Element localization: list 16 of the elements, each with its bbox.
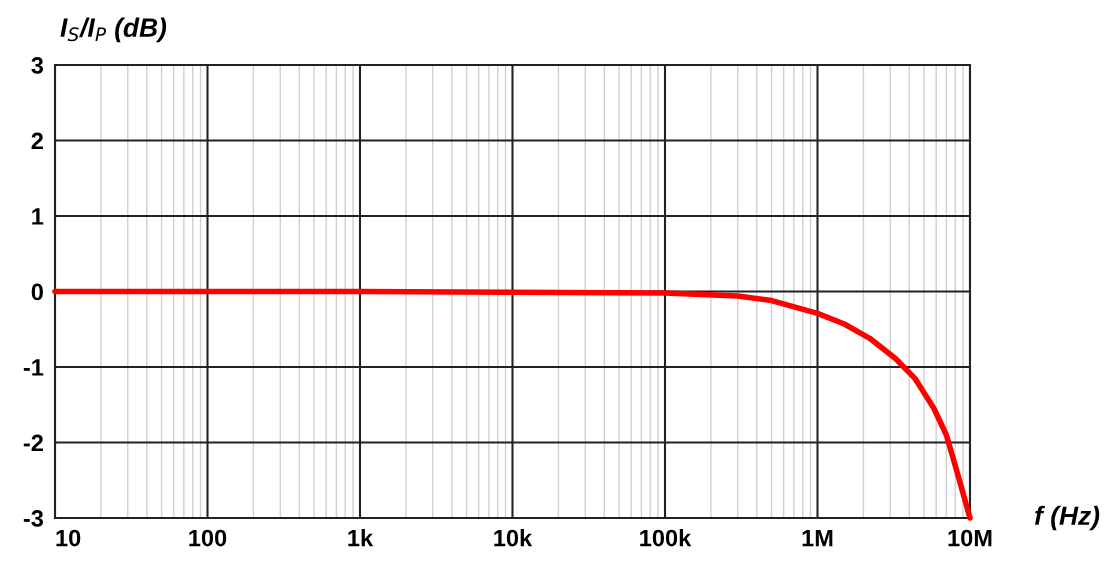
- x-tick-label: 10M: [948, 529, 992, 547]
- y-tick-label: -2: [23, 434, 43, 452]
- y-tick-label: -3: [23, 510, 44, 527]
- x-tick-label: 100: [189, 529, 227, 547]
- x-tick-label: 10: [56, 529, 81, 547]
- y-tick-label: 3: [31, 57, 44, 74]
- y-axis-title: I$_{S}$/I$_{P}$ (dB): [60, 17, 167, 43]
- x-tick-label: 1k: [348, 529, 374, 547]
- x-axis-title: f (Hz): [1035, 505, 1100, 531]
- x-tick-label: 100k: [640, 529, 692, 547]
- y-tick-label: 0: [31, 283, 43, 301]
- y-tick-label: 1: [32, 208, 44, 225]
- y-tick-label: 2: [31, 132, 43, 150]
- y-tick-label: -1: [23, 359, 44, 376]
- x-tick-label: 10k: [494, 529, 533, 547]
- x-tick-label: 1M: [802, 529, 833, 547]
